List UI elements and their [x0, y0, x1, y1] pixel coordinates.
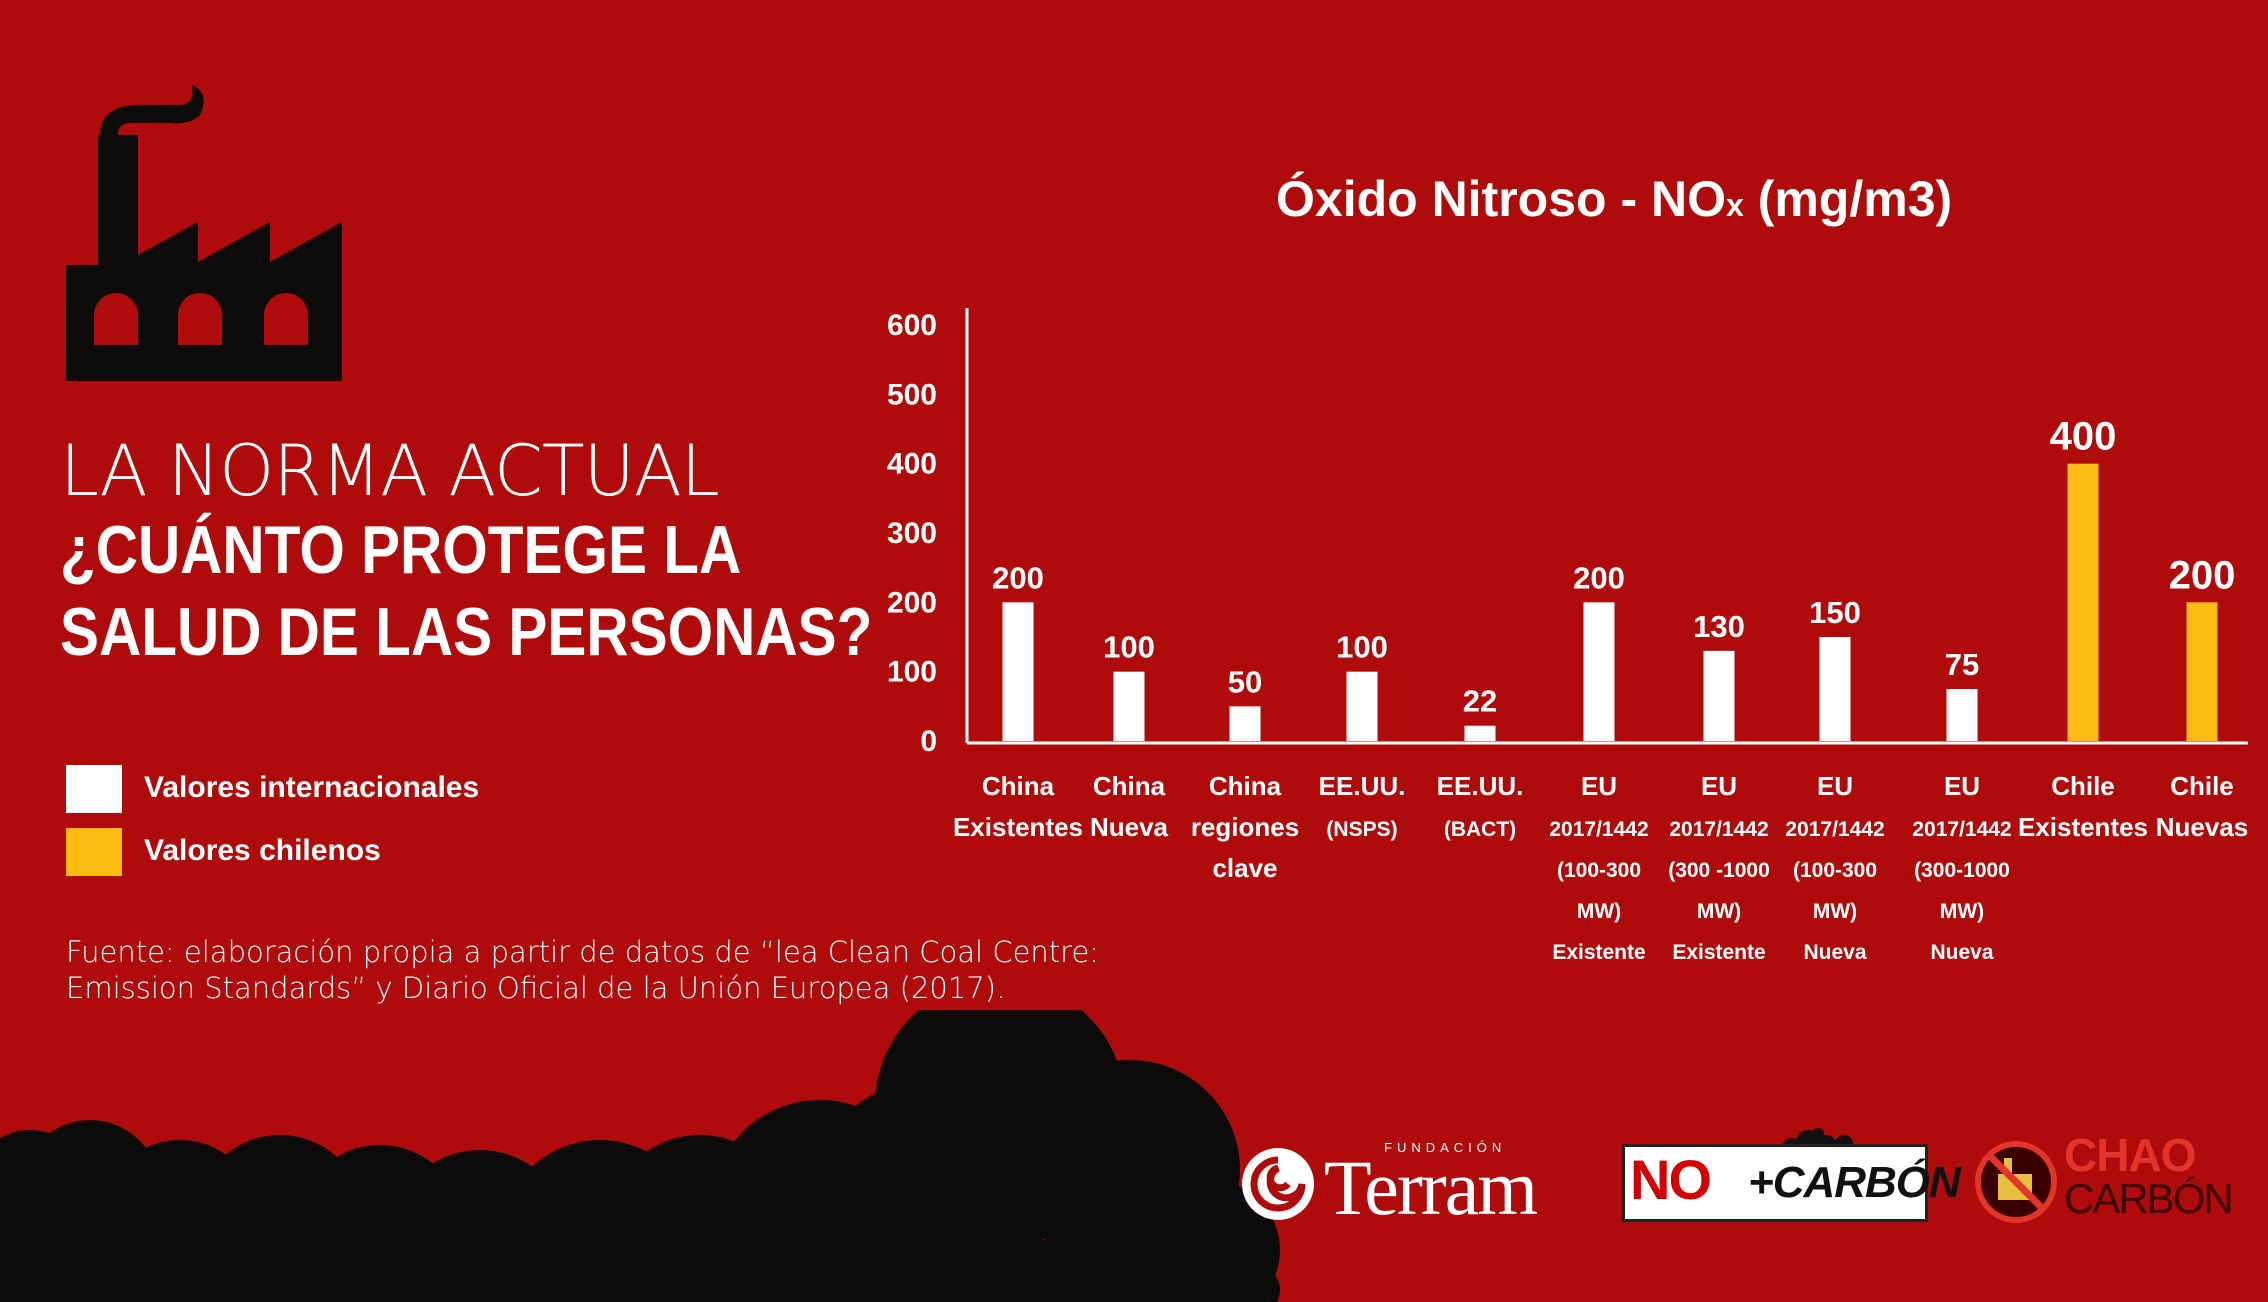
data-label: 200: [2169, 553, 2236, 597]
x-tick-label: Chile: [2051, 771, 2115, 801]
bar: [2186, 602, 2218, 741]
smoke-cloud-icon: [0, 1010, 1280, 1302]
bar: [1946, 689, 1978, 741]
legend-label-international: Valores internacionales: [144, 771, 480, 804]
bar: [1113, 671, 1145, 741]
bar-chart: 0 100 200 300 400 500 600 200 China Existentes 100…: [887, 308, 2249, 964]
x-tick-label: (100-300: [1793, 859, 1877, 882]
legend-label-chilean: Valores chilenos: [144, 834, 381, 867]
x-tick-label: Nueva: [1803, 941, 1866, 964]
heading-line-1: LA NORMA ACTUAL: [60, 430, 720, 512]
x-tick-label: (BACT): [1444, 818, 1516, 841]
nocarbon-box: [1622, 1144, 1928, 1222]
x-tick-label: 2017/1442: [1912, 818, 2011, 841]
y-tick-label: 200: [887, 586, 937, 619]
bar: [1002, 602, 1034, 741]
x-tick-label: (300 -1000: [1668, 859, 1770, 882]
legend-swatch-international: [66, 765, 122, 813]
x-tick-label: EE.UU.: [1437, 771, 1524, 801]
y-tick-label: 100: [887, 656, 937, 689]
x-tick-label: 2017/1442: [1785, 818, 1884, 841]
x-tick-label: 2017/1442: [1669, 818, 1768, 841]
x-tick-label: Nuevas: [2156, 812, 2249, 842]
data-label: 200: [1573, 560, 1625, 595]
x-tick-label: Nueva: [1930, 941, 1993, 964]
y-tick-label: 0: [920, 725, 937, 758]
y-tick-label: 500: [887, 378, 937, 411]
data-label: 200: [992, 560, 1044, 595]
heading-line-3: SALUD DE LAS PERSONAS?: [60, 594, 873, 670]
x-tick-label: MW): [1697, 900, 1741, 923]
carbon-word: CARBÓN: [2064, 1175, 2234, 1222]
x-tick-label: (NSPS): [1326, 818, 1397, 841]
y-tick-label: 600: [887, 309, 937, 342]
bar: [1583, 602, 1615, 741]
data-label: 75: [1945, 647, 1979, 682]
x-tick-label: China: [1209, 771, 1282, 801]
bar: [1703, 650, 1735, 741]
chart-title-main: Óxido Nitroso - NO: [1276, 171, 1726, 227]
x-tick-label: Existente: [1552, 941, 1645, 964]
data-label: 22: [1463, 684, 1497, 719]
x-tick-label: Existentes: [2018, 812, 2148, 842]
bar: [1464, 725, 1496, 741]
x-tick-label: Chile: [2170, 771, 2234, 801]
x-tick-label: (300-1000: [1914, 859, 2010, 882]
data-label: 400: [2050, 415, 2117, 459]
bar: [1229, 706, 1261, 741]
data-label: 100: [1336, 630, 1388, 665]
x-tick-label: China: [982, 771, 1055, 801]
x-tick-label: EU: [1944, 771, 1980, 801]
y-tick-label: 400: [887, 448, 937, 481]
chart-title-subscript: x: [1726, 187, 1744, 223]
chart-title: Óxido Nitroso - NOx (mg/m3): [1276, 170, 1952, 228]
x-tick-label: clave: [1212, 853, 1277, 883]
data-label: 100: [1103, 630, 1155, 665]
terram-logo: FUNDACIÓN Terram: [1240, 1140, 1570, 1228]
x-tick-label: EE.UU.: [1319, 771, 1406, 801]
nocarbon-carbon: +CARBÓN: [1748, 1158, 1961, 1207]
legend-swatch-chilean: [66, 828, 122, 876]
x-tick-label: MW): [1813, 900, 1857, 923]
terram-swirl-icon: [1242, 1148, 1314, 1220]
data-label: 130: [1693, 609, 1745, 644]
x-tick-label: EU: [1817, 771, 1853, 801]
x-tick-label: EU: [1581, 771, 1617, 801]
x-tick-label: EU: [1701, 771, 1737, 801]
x-tick-label: 2017/1442: [1549, 818, 1648, 841]
data-label: 50: [1228, 664, 1262, 699]
x-tick-label: MW): [1940, 900, 1984, 923]
terram-name: Terram: [1324, 1144, 1538, 1231]
source-line-2: Emission Standards” y Diario Oficial de …: [66, 971, 1006, 1005]
nocarbon-logo: NO +CARBÓN: [1622, 1128, 1961, 1222]
chao-carbon-icon: [1975, 1141, 2057, 1223]
x-tick-label: China: [1093, 771, 1166, 801]
source-line-1: Fuente: elaboración propia a partir de d…: [66, 935, 1100, 969]
x-tick-label: regiones: [1191, 812, 1299, 842]
x-tick-label: Existentes: [953, 812, 1083, 842]
bar: [1346, 671, 1378, 741]
bar: [2067, 463, 2099, 741]
data-label: 150: [1809, 595, 1861, 630]
factory-icon: [66, 85, 342, 381]
source-note: Fuente: elaboración propia a partir de d…: [66, 934, 1099, 1006]
heading-line-2: ¿CUÁNTO PROTEGE LA: [60, 512, 742, 588]
x-tick-label: Existente: [1672, 941, 1765, 964]
y-tick-label: 300: [887, 517, 937, 550]
nocarbon-no: NO: [1630, 1148, 1712, 1211]
chaocarbon-logo: CHAO CARBÓN: [1974, 1130, 2234, 1230]
chao-word: CHAO: [2064, 1129, 2196, 1181]
x-tick-label: (100-300: [1557, 859, 1641, 882]
terram-prefix: FUNDACIÓN: [1384, 1140, 1507, 1155]
x-tick-label: MW): [1577, 900, 1621, 923]
x-tick-label: Nueva: [1090, 812, 1169, 842]
chart-title-unit: (mg/m3): [1743, 171, 1953, 227]
bar: [1819, 637, 1851, 741]
